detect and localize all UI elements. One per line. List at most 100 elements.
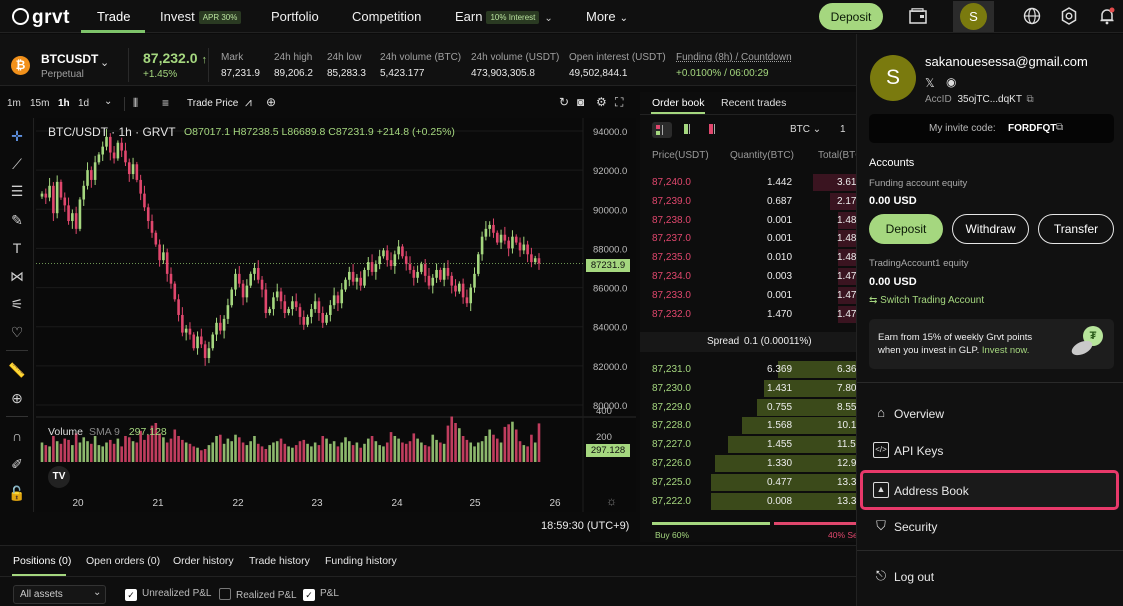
tab-positions[interactable]: Positions (0): [13, 555, 72, 567]
tradingview-logo[interactable]: TV: [48, 466, 70, 488]
nav-invest[interactable]: Invest APR 30%: [160, 9, 242, 24]
menu-log-out[interactable]: ⎋ Log out: [869, 561, 1113, 593]
interval-15m[interactable]: 15m: [30, 98, 50, 109]
step-selector[interactable]: 1: [840, 124, 846, 135]
tab-recent-trades[interactable]: Recent trades: [721, 97, 787, 109]
check-unrealized-pnl[interactable]: ✓ Unrealized P&L: [125, 588, 211, 601]
fullscreen-icon[interactable]: ⛶: [615, 95, 624, 109]
panel-deposit-button[interactable]: Deposit: [869, 214, 943, 244]
ask-row[interactable]: 87,239.0 0.687 2.17: [640, 192, 856, 211]
refresh-icon[interactable]: ↻: [559, 95, 570, 109]
trend-line-icon[interactable]: ⟋: [12, 156, 22, 172]
nav-more[interactable]: More ⌄: [586, 9, 628, 24]
invite-code-box[interactable]: My invite code: FORDFQT ⧉: [869, 114, 1114, 143]
trade-price-selector[interactable]: Trade Price: [187, 98, 239, 109]
ask-row[interactable]: 87,240.0 1.442 3.61: [640, 174, 856, 192]
ask-row[interactable]: 87,233.0 0.001 1.47: [640, 286, 856, 305]
indicators-icon[interactable]: ⩘: [245, 95, 252, 109]
settings-gear-icon[interactable]: [1058, 5, 1080, 27]
notification-bell-icon[interactable]: [1096, 5, 1118, 27]
copy-icon[interactable]: ⧉: [1056, 122, 1064, 133]
lock-drawings-icon[interactable]: ✐: [11, 456, 23, 472]
asset-filter-select[interactable]: All assets ⌄: [13, 585, 106, 604]
lock-icon[interactable]: 🔓: [8, 485, 26, 501]
tab-funding-history[interactable]: Funding history: [325, 555, 397, 567]
stat-label-funding[interactable]: Funding (8h) / Countdown: [676, 52, 792, 63]
bid-row[interactable]: 87,230.0 1.431 7.80: [640, 379, 856, 398]
asset-selector[interactable]: BTC ⌄: [790, 124, 822, 135]
transfer-button[interactable]: Transfer: [1038, 214, 1114, 244]
interval-dropdown-chevron-icon[interactable]: ⌄: [104, 96, 113, 107]
horizontal-lines-icon[interactable]: ☰: [10, 183, 24, 199]
price-chart[interactable]: 94000.0 92000.0 90000.0 88000.0 86000.0 84000…: [36, 118, 636, 536]
candle-body: [412, 269, 416, 278]
bid-row[interactable]: 87,228.0 1.568 10.12: [640, 417, 856, 435]
discord-icon[interactable]: ◉: [946, 75, 957, 89]
view-asks-button[interactable]: [707, 122, 721, 136]
magnet-icon[interactable]: ∩: [11, 428, 23, 444]
deposit-button[interactable]: Deposit: [819, 3, 883, 30]
tab-order-book[interactable]: Order book: [652, 97, 705, 109]
measure-lines-icon[interactable]: ⚟: [10, 296, 24, 312]
x-twitter-icon[interactable]: 𝕏: [925, 76, 935, 90]
nav-trade[interactable]: Trade: [97, 9, 131, 24]
ask-row[interactable]: 87,238.0 0.001 1.48: [640, 211, 856, 230]
zoom-in-icon[interactable]: ⊕: [11, 390, 23, 406]
candle-body: [93, 162, 97, 180]
account-avatar-button[interactable]: S: [953, 1, 994, 32]
text-tool-icon[interactable]: T: [12, 240, 22, 256]
bid-row[interactable]: 87,227.0 1.455 11.57: [640, 436, 856, 454]
invest-now-link[interactable]: Invest now.: [981, 345, 1030, 356]
crosshair-icon[interactable]: ✛: [11, 128, 23, 144]
nav-earn[interactable]: Earn 10% Interest ⌄: [455, 9, 553, 24]
ask-row[interactable]: 87,232.0 1.470 1.47: [640, 305, 856, 324]
copy-icon[interactable]: ⧉: [1026, 94, 1034, 105]
check-realized-pnl[interactable]: Realized P&L: [219, 588, 297, 601]
brush-icon[interactable]: ✎: [11, 212, 23, 228]
ask-row[interactable]: 87,234.0 0.003 1.47: [640, 268, 856, 286]
menu-security[interactable]: ⛉ Security: [869, 511, 1113, 543]
add-compare-icon[interactable]: ⊕: [266, 95, 277, 109]
bid-row[interactable]: 87,226.0 1.330 12.90: [640, 455, 856, 473]
interval-1d[interactable]: 1d: [78, 98, 90, 109]
volume-bar: [435, 439, 438, 462]
pattern-icon[interactable]: ⋈: [10, 268, 24, 284]
view-bids-button[interactable]: [682, 122, 696, 136]
tab-order-history[interactable]: Order history: [173, 555, 234, 567]
ask-row[interactable]: 87,237.0 0.001 1.48: [640, 230, 856, 248]
nav-competition[interactable]: Competition: [352, 9, 422, 24]
grvt-logo[interactable]: grvt: [12, 7, 70, 29]
menu-overview[interactable]: ⌂ Overview: [869, 398, 1113, 430]
check-pnl[interactable]: ✓ P&L: [303, 588, 339, 601]
symbol-name[interactable]: BTCUSDT: [41, 52, 99, 66]
menu-address-book[interactable]: ▲ Address Book: [860, 470, 1119, 510]
tab-open-orders[interactable]: Open orders (0): [86, 555, 161, 567]
symbol-dropdown-chevron-icon[interactable]: ⌄: [100, 57, 110, 69]
chart-settings-icon[interactable]: ☼: [606, 494, 617, 508]
current-price-tag: 87231.9: [586, 259, 630, 272]
bid-row[interactable]: 87,225.0 0.477 13.38: [640, 473, 856, 492]
chart-settings-icon[interactable]: ⚙: [596, 95, 607, 109]
favorites-heart-icon[interactable]: ♡: [10, 324, 24, 340]
globe-icon[interactable]: [1021, 5, 1043, 27]
switch-trading-account-link[interactable]: ⇆ Switch Trading Account: [869, 295, 984, 306]
glp-promo-banner[interactable]: Earn from 15% of weekly Grvt points when…: [869, 319, 1114, 369]
bid-row[interactable]: 87,222.0 0.008 13.39: [640, 492, 856, 511]
drawing-tools: ✛ ⟋ ☰ ✎ T ⋈ ⚟ ♡ 📏 ⊕ ∩ ✐ 🔓: [0, 118, 34, 512]
camera-icon[interactable]: ◙: [577, 95, 585, 109]
view-both-button[interactable]: [652, 122, 672, 138]
bid-row[interactable]: 87,229.0 0.755 8.55: [640, 398, 856, 417]
volume-bar: [302, 439, 306, 462]
interval-1m[interactable]: 1m: [7, 98, 21, 109]
candle-type-icon[interactable]: ⫴: [133, 96, 139, 110]
ask-row[interactable]: 87,235.0 0.010 1.48: [640, 249, 856, 267]
interval-1h[interactable]: 1h: [58, 98, 70, 109]
ruler-icon[interactable]: 📏: [8, 362, 26, 378]
bid-row[interactable]: 87,231.0 6.369 6.36: [640, 361, 856, 379]
menu-api-keys[interactable]: </> API Keys: [869, 435, 1113, 467]
nav-portfolio[interactable]: Portfolio: [271, 9, 319, 24]
tab-trade-history[interactable]: Trade history: [249, 555, 310, 567]
wallet-icon[interactable]: [907, 5, 929, 27]
candle-body: [52, 185, 55, 214]
withdraw-button[interactable]: Withdraw: [952, 214, 1029, 244]
